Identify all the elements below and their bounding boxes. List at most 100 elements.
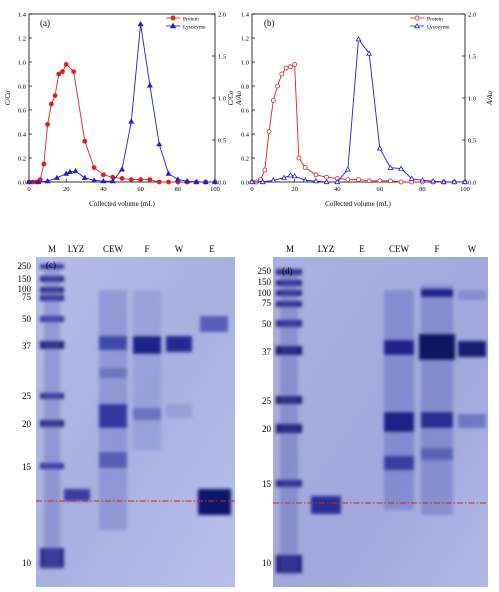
x-tick-label-a: 40 [100,186,107,193]
lane-label-cew-d: CEW [389,244,410,254]
data-point-lysozyme-a [193,178,200,185]
y-left-tick-label-b: 1.2 [241,35,249,42]
lane-label-e-c: E [209,244,215,254]
data-point-protein-a [156,179,162,185]
marker-label-25-d: 25 [262,396,272,406]
band-w-37-d [458,341,486,357]
marker-labels-c: 250 150 100 75 50 37 25 20 15 10 [18,261,32,568]
lane-cew-smear-d [384,290,414,510]
data-point-lysozyme-a [35,178,42,185]
panel-label-a: (a) [40,18,50,28]
data-point-protein-a [91,165,97,171]
y-left-tick-label-a: 0.8 [18,83,26,90]
panel-label-c: (c) [46,260,56,270]
data-point-lysozyme-b [270,177,277,183]
marker-label-25-c: 25 [22,391,32,401]
marker-labels-d: 250 150 100 75 50 37 25 20 15 10 [258,266,272,568]
data-point-protein-a [82,138,88,144]
y-axis-left-label-b: C/Co [227,90,235,105]
band-w-20-d [458,414,486,428]
marker-label-15-c: 15 [22,462,32,472]
data-point-lysozyme-b [312,178,319,184]
data-point-lysozyme-b [249,178,255,185]
gel-d: (d) M LYZ E CEW F W 250 150 100 75 50 37… [258,244,488,587]
y-left-tick-label-b: 0.4 [241,131,250,138]
x-tick-label-a: 20 [63,186,70,193]
x-axis-label-b: Collected volume (mL) [325,200,391,208]
lane-f-smear-c [133,290,161,450]
marker-lane-smear-d [280,270,298,575]
band-cew-16-d [384,456,414,470]
marker-label-75-c: 75 [22,292,32,302]
data-point-protein-b [388,178,393,184]
lane-labels-c: M LYZ CEW F W E [48,244,215,254]
data-point-lysozyme-b [462,178,468,185]
band-w-75-d [458,290,486,300]
y-right-tick-label-a: 0.0 [218,179,226,186]
band-cew-16-c [99,452,127,468]
data-point-lysozyme-a [66,168,73,175]
legend-marker-lysozyme-a [169,22,177,29]
data-point-lysozyme-b [451,178,458,185]
data-point-protein-a [48,101,54,107]
legend-label-lysozyme-b: Lysozyme [427,25,450,31]
x-tick-label-a: 100 [210,186,220,193]
data-point-lysozyme-a [184,178,191,184]
data-point-lysozyme-a [156,141,163,147]
data-point-protein-a [41,161,47,167]
series-layer-b [249,36,468,185]
band-f-20-d [421,412,453,428]
data-point-lysozyme-b [259,178,266,185]
y-axis-right-label-b: A/Ao [486,91,494,106]
marker-label-15-d: 15 [262,479,272,489]
lane-w-d [458,290,486,428]
marker-label-75-d: 75 [262,298,272,308]
lane-w-c [166,336,192,418]
x-tick-label-b: 80 [419,186,426,193]
data-point-protein-b [313,172,319,178]
data-point-lysozyme-a [109,178,116,184]
band-f-37-d [419,334,455,360]
data-point-protein-b [275,83,280,89]
data-point-protein-a [71,69,77,74]
band-f-37-c [133,336,161,354]
data-point-lysozyme-a [100,178,107,184]
y-left-tick-label-a: 0.6 [18,107,27,114]
marker-label-250-d: 250 [258,266,272,276]
x-tick-label-b: 40 [334,186,341,193]
band-cew-20-d [384,412,414,432]
data-point-lysozyme-a [91,177,98,183]
marker-label-20-c: 20 [22,419,32,429]
x-tick-label-b: 0 [250,186,253,193]
band-w-20-c [166,404,192,418]
y-right-tick-label-a: 1.5 [218,53,226,60]
y-axis-left-label-a: C/Co [4,90,12,105]
data-point-lysozyme-a [212,178,218,185]
legend-label-protein-b: Protein [427,17,443,23]
x-tick-label-a: 60 [137,186,144,193]
x-tick-label-a: 0 [27,186,30,193]
marker-lane-smear-c [44,270,60,570]
lane-label-f-d: F [434,244,439,254]
gel-c: (c) M LYZ CEW F W E 250 150 100 75 50 37… [18,244,235,587]
band-f-75-d [421,289,453,297]
y-left-tick-label-a: 0.0 [18,179,26,186]
lane-label-w-d: W [468,244,477,254]
y-left-tick-label-a: 0.2 [18,155,26,162]
y-right-tick-label-b: 1.0 [468,95,476,102]
y-left-tick-label-b: 0.8 [241,83,249,90]
marker-label-37-c: 37 [22,341,32,351]
data-point-lysozyme-b [302,177,309,183]
lane-e-c [198,316,231,515]
x-axis-label-a: Collected volume (mL) [89,200,155,208]
data-point-lysozyme-b [334,178,341,185]
y-right-tick-label-a: 1.0 [218,95,226,102]
y-right-tick-label-b: 0.5 [468,137,476,144]
chart-b: (b) 0 20 40 60 80 1000.00.20.40.60.81.01.21.4… [227,11,494,208]
series-line-lysozyme-b [252,37,465,183]
x-tick-label-b: 100 [460,186,470,193]
data-point-lysozyme-b [280,174,287,180]
data-point-protein-b [279,71,285,77]
band-f-16-d [421,448,453,460]
y-left-tick-label-a: 1.2 [18,35,26,42]
